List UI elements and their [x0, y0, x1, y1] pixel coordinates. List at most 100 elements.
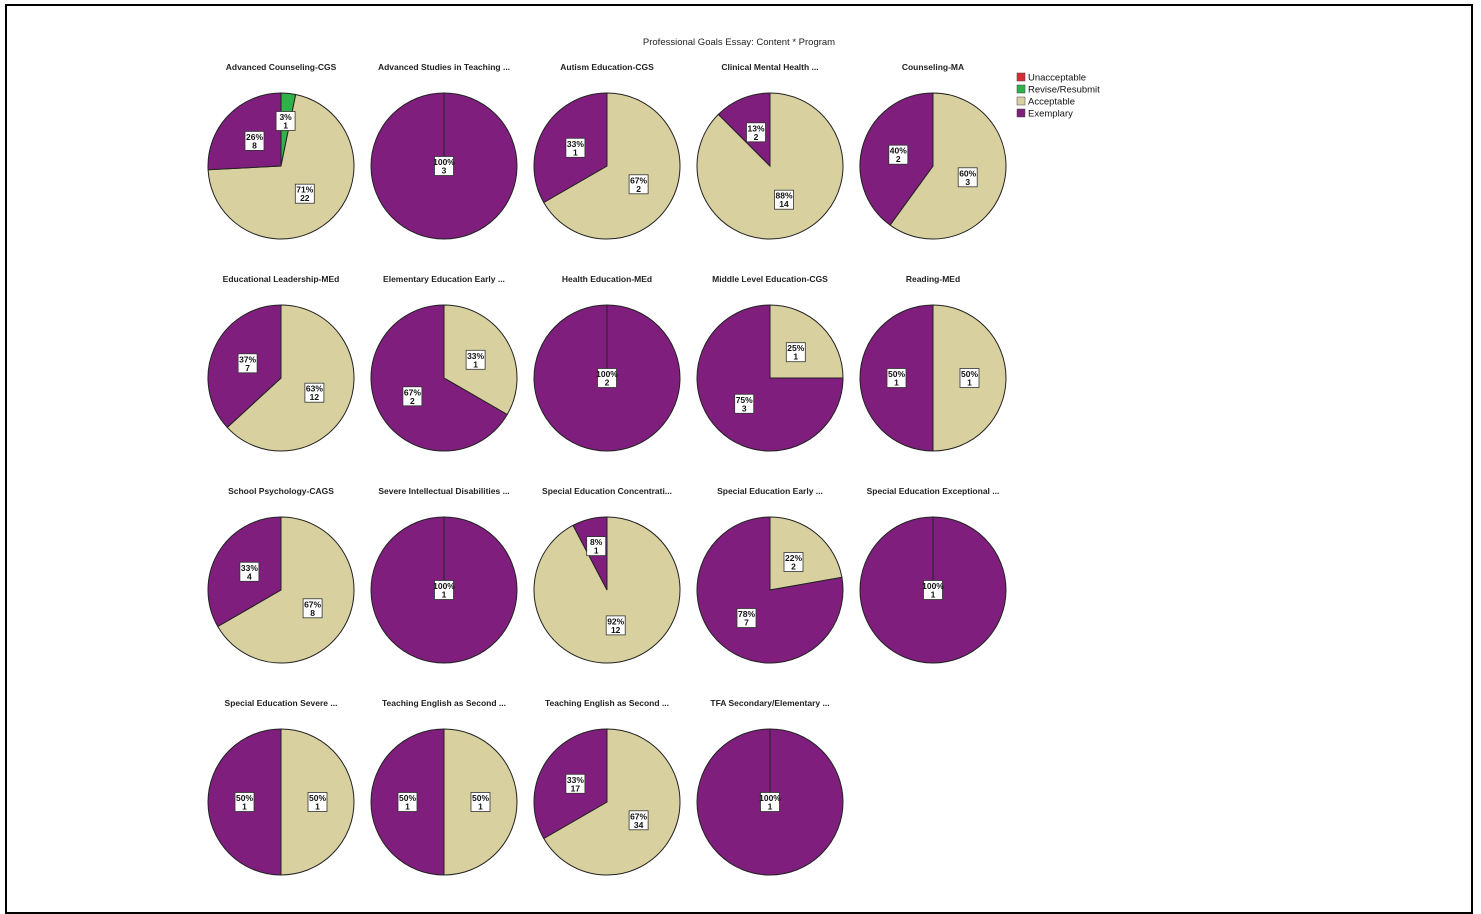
pie-slice — [696, 92, 844, 240]
slice-label-box — [234, 792, 255, 812]
slice-label-box — [760, 792, 780, 812]
slice-label-box — [244, 130, 265, 151]
slice-count-label: 1 — [242, 802, 247, 812]
slice-percent-label: 92% — [607, 616, 624, 626]
slice-percent-label: 50% — [399, 793, 416, 803]
slice-label-box — [605, 615, 626, 636]
slice-percent-label: 67% — [630, 175, 647, 185]
slice-label-box — [304, 382, 325, 403]
slice-count-label: 1 — [573, 147, 578, 157]
slice-label-box — [628, 174, 649, 195]
pie-title: Health Education-MEd — [562, 274, 652, 284]
slice-label-box — [774, 189, 794, 210]
slice-count-label: 3 — [442, 166, 447, 176]
slice-label-box — [886, 368, 907, 388]
slice-percent-label: 8% — [590, 537, 603, 547]
slice-count-label: 1 — [315, 802, 320, 812]
slice-label-box — [402, 386, 423, 407]
slice-label-box — [888, 144, 909, 165]
pie-title: Special Education Exceptional ... — [867, 486, 1000, 496]
slice-label-box — [783, 552, 804, 572]
slice-count-label: 1 — [405, 802, 410, 812]
pie-slice — [543, 92, 681, 240]
slice-count-label: 3 — [742, 403, 747, 413]
slice-percent-label: 100% — [759, 793, 781, 803]
pie-slice — [696, 304, 844, 452]
slice-label-box — [923, 580, 943, 600]
pie-panel: TFA Secondary/Elementary ... 100%1 — [696, 698, 844, 876]
slice-label-box — [785, 342, 806, 363]
pie-slice — [370, 304, 508, 452]
slice-percent-label: 78% — [738, 609, 755, 619]
pie-panel: Clinical Mental Health ... 88%14 13%2 — [696, 62, 844, 240]
slice-percent-label: 100% — [922, 581, 944, 591]
slice-label-box — [397, 792, 418, 812]
pie-slice — [717, 92, 771, 168]
slice-percent-label: 33% — [567, 775, 584, 785]
legend-label: Acceptable — [1028, 97, 1075, 108]
slice-label-box — [434, 580, 454, 600]
slice-label-box — [957, 167, 978, 188]
slice-count-label: 8 — [310, 608, 315, 618]
slice-label-box — [597, 368, 617, 388]
pie-title: School Psychology-CAGS — [228, 486, 334, 496]
slice-count-label: 14 — [779, 199, 789, 209]
legend-swatch-revise-resubmit — [1016, 84, 1026, 94]
slice-label-box — [565, 773, 586, 794]
slice-percent-label: 26% — [246, 132, 263, 142]
pie-title: Special Education Severe ... — [225, 698, 338, 708]
pie-slice — [769, 304, 844, 379]
slice-percent-label: 67% — [304, 599, 321, 609]
slice-count-label: 2 — [791, 562, 796, 572]
slice-count-label: 1 — [283, 121, 288, 131]
slice-percent-label: 67% — [630, 811, 647, 821]
slice-percent-label: 33% — [567, 139, 584, 149]
pie-slice — [696, 516, 844, 664]
slice-percent-label: 40% — [890, 146, 907, 156]
slice-percent-label: 50% — [888, 369, 905, 379]
pie-title: Severe Intellectual Disabilities ... — [378, 486, 509, 496]
slice-count-label: 1 — [894, 378, 899, 388]
pie-title: Advanced Counseling-CGS — [226, 62, 337, 72]
legend-swatch-exemplary — [1016, 108, 1026, 118]
pie-slice — [226, 304, 355, 452]
pie-title: Special Education Concentrati... — [542, 486, 672, 496]
slice-percent-label: 50% — [236, 793, 253, 803]
slice-percent-label: 33% — [467, 351, 484, 361]
slice-percent-label: 88% — [775, 191, 792, 201]
pie-title: Special Education Early ... — [717, 486, 823, 496]
slice-label-box — [465, 349, 486, 370]
slice-count-label: 2 — [636, 184, 641, 194]
slice-count-label: 1 — [473, 359, 478, 369]
pie-panel: Advanced Studies in Teaching ... 100%3 — [370, 62, 518, 240]
slice-label-box — [746, 122, 766, 143]
slice-percent-label: 50% — [472, 793, 489, 803]
pie-panel: Special Education Exceptional ... 100%1 — [859, 486, 1007, 664]
slice-count-label: 34 — [634, 820, 644, 830]
pie-title: Autism Education-CGS — [560, 62, 654, 72]
slice-percent-label: 22% — [785, 553, 802, 563]
pie-title: Clinical Mental Health ... — [721, 62, 818, 72]
legend: UnacceptableRevise/ResubmitAcceptableExe… — [1016, 73, 1100, 120]
pie-title: Middle Level Education-CGS — [712, 274, 828, 284]
slice-count-label: 7 — [744, 618, 749, 628]
slice-count-label: 4 — [247, 571, 252, 581]
pie-panel: Middle Level Education-CGS 25%1 75%3 — [696, 274, 844, 452]
slice-count-label: 7 — [245, 363, 250, 373]
slice-percent-label: 3% — [279, 112, 292, 122]
pie-title: Advanced Studies in Teaching ... — [378, 62, 510, 72]
pie-panel: Teaching English as Second ... 67%34 33%17 — [533, 698, 681, 876]
slice-percent-label: 25% — [787, 343, 804, 353]
slice-label-box — [294, 183, 315, 204]
pie-title: Teaching English as Second ... — [545, 698, 669, 708]
pie-panel: Advanced Counseling-CGS 3%1 71%22 26%8 — [207, 62, 355, 240]
slice-count-label: 3 — [965, 177, 970, 187]
pie-panel: Health Education-MEd 100%2 — [533, 274, 681, 452]
pie-title: Educational Leadership-MEd — [223, 274, 340, 284]
pie-panel: Counseling-MA 60%3 40%2 — [859, 62, 1007, 240]
pie-slice — [217, 516, 355, 664]
slice-count-label: 1 — [442, 590, 447, 600]
slice-count-label: 8 — [252, 140, 257, 150]
pie-panel: Autism Education-CGS 67%2 33%1 — [533, 62, 681, 240]
